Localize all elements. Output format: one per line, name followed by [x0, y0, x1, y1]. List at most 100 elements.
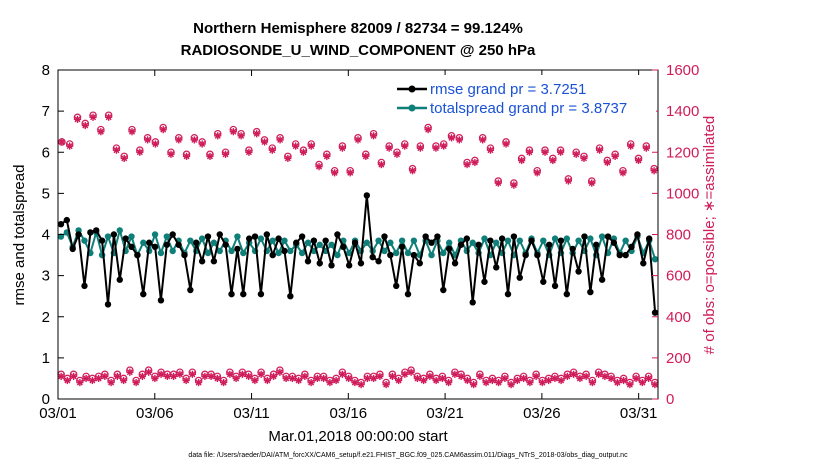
obs-assimilated-point [198, 140, 206, 148]
obs-assimilated-point [89, 113, 97, 121]
rmse-point [398, 243, 406, 251]
obs-assimilated-point [284, 154, 292, 163]
totalspread-point [104, 233, 112, 240]
rmse-point [563, 290, 571, 298]
obs-assimilated-point [97, 128, 105, 136]
rmse-point [304, 258, 312, 265]
rmse-point [298, 233, 306, 240]
obs-assimilated-point [495, 378, 503, 387]
totalspread-point [187, 237, 194, 244]
rmse-point [598, 276, 606, 283]
rmse-point [316, 260, 323, 267]
totalspread-point [651, 255, 659, 263]
left-y-tick-label: 5 [42, 185, 50, 202]
obs-assimilated-point [513, 376, 521, 385]
obs-assimilated-point [638, 378, 646, 387]
obs-assimilated-point [488, 376, 496, 385]
obs-assimilated-point [351, 378, 359, 387]
left-y-tick-label: 0 [42, 391, 50, 408]
obs-assimilated-point [363, 374, 371, 383]
rmse-point [381, 233, 388, 240]
obs-assimilated-point [323, 152, 331, 160]
rmse-point [93, 227, 100, 234]
rmse-point [157, 297, 165, 304]
obs-assimilated-point [101, 372, 109, 380]
rmse-point [493, 264, 500, 271]
obs-count-series [57, 111, 659, 389]
obs-assimilated-point [401, 370, 409, 378]
totalspread-point [404, 249, 412, 257]
obs-assimilated-point [81, 121, 89, 130]
x-tick-label: 03/26 [523, 405, 561, 422]
rmse-point [363, 192, 371, 199]
obs-assimilated-point [251, 376, 259, 385]
obs-assimilated-point [270, 372, 278, 380]
obs-assimilated-point [338, 144, 347, 152]
totalspread-point [298, 249, 306, 257]
obs-assimilated-point [136, 148, 144, 156]
rmse-point [181, 251, 188, 259]
totalspread-point [622, 237, 629, 244]
rmse-point [151, 243, 159, 251]
rmse-point [481, 278, 488, 285]
obs-assimilated-point [432, 376, 440, 385]
totalspread-point [169, 247, 176, 255]
rmse-point [469, 299, 476, 306]
obs-assimilated-point [501, 374, 509, 383]
rmse-point [328, 262, 335, 269]
x-tick-label: 03/21 [426, 405, 464, 422]
obs-assimilated-point [401, 142, 409, 150]
obs-assimilated-point [588, 378, 596, 387]
rmse-point [193, 239, 200, 246]
rmse-point [551, 282, 559, 290]
rmse-point [457, 241, 465, 248]
obs-assimilated-point [619, 169, 627, 177]
totalspread-point [363, 239, 371, 246]
obs-assimilated-point [440, 142, 448, 150]
obs-assimilated-point [471, 158, 479, 167]
rmse-series [57, 192, 659, 316]
rmse-point [140, 290, 147, 298]
obs-assimilated-point [263, 376, 271, 385]
obs-assimilated-point [163, 372, 171, 380]
obs-assimilated-point [190, 136, 198, 144]
rmse-point [175, 241, 182, 248]
obs-assimilated-point [557, 376, 565, 385]
totalspread-point [140, 239, 147, 246]
obs-assimilated-point [385, 144, 393, 152]
rmse-point [545, 241, 553, 248]
legend: rmse grand pr = 3.7251 totalspread grand… [392, 75, 656, 119]
rmse-point [210, 258, 218, 265]
obs-assimilated-point [451, 370, 459, 378]
obs-assimilated-point [607, 374, 615, 383]
rmse-point [122, 235, 129, 242]
obs-assimilated-point [416, 144, 424, 152]
totalspread-point [304, 239, 312, 246]
obs-assimilated-point [354, 136, 362, 144]
totalspread-point [481, 235, 488, 242]
obs-assimilated-point [229, 128, 237, 136]
obs-assimilated-point [113, 372, 121, 380]
totalspread-point [81, 237, 88, 244]
obs-assimilated-point [58, 138, 66, 146]
totalspread-point [469, 239, 476, 246]
rmse-point [204, 233, 212, 240]
rmse-point [163, 241, 171, 248]
right-y-tick-label: 600 [666, 268, 691, 285]
right-y-axis-label: # of obs: o=possible; ∗=assimilated [701, 116, 718, 355]
rmse-point [310, 237, 318, 244]
legend-box [392, 75, 656, 119]
obs-assimilated-point [432, 144, 440, 152]
left-y-tick-label: 4 [42, 227, 50, 244]
chart-title: Northern Hemisphere 82009 / 82734 = 99.1… [193, 20, 523, 37]
obs-assimilated-point [268, 146, 276, 154]
rmse-point [63, 216, 71, 224]
obs-assimilated-point [105, 113, 113, 121]
obs-assimilated-point [295, 376, 303, 385]
obs-assimilated-point [66, 142, 74, 150]
rmse-point [557, 237, 565, 244]
obs-assimilated-point [73, 115, 82, 123]
totalspread-point [210, 239, 218, 246]
totalspread-point [275, 249, 282, 257]
